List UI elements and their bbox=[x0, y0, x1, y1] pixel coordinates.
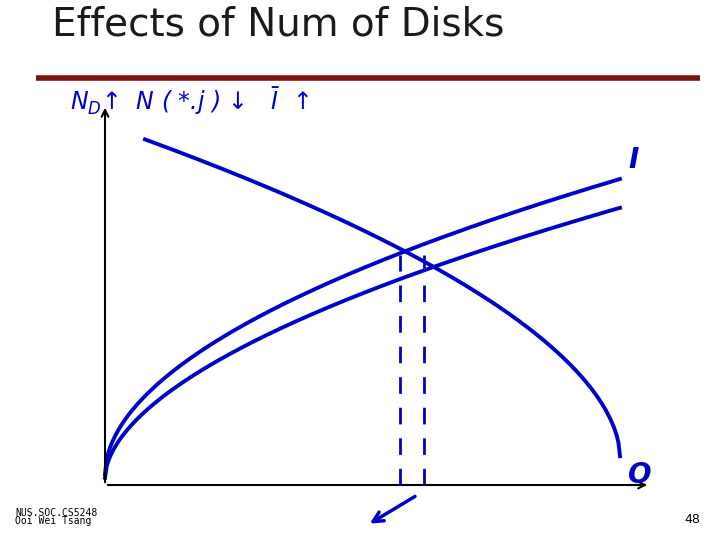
Text: NUS.SOC.CS5248: NUS.SOC.CS5248 bbox=[15, 508, 97, 518]
Text: Ooi Wei Tsang: Ooi Wei Tsang bbox=[15, 516, 91, 526]
Text: I: I bbox=[628, 146, 639, 174]
Text: $N_D$↑  N ( *.j ) ↓   $\bar{I}$  ↑: $N_D$↑ N ( *.j ) ↓ $\bar{I}$ ↑ bbox=[70, 85, 309, 117]
Text: Effects of Num of Disks: Effects of Num of Disks bbox=[52, 5, 505, 43]
Text: 48: 48 bbox=[684, 513, 700, 526]
Text: O: O bbox=[628, 461, 652, 489]
